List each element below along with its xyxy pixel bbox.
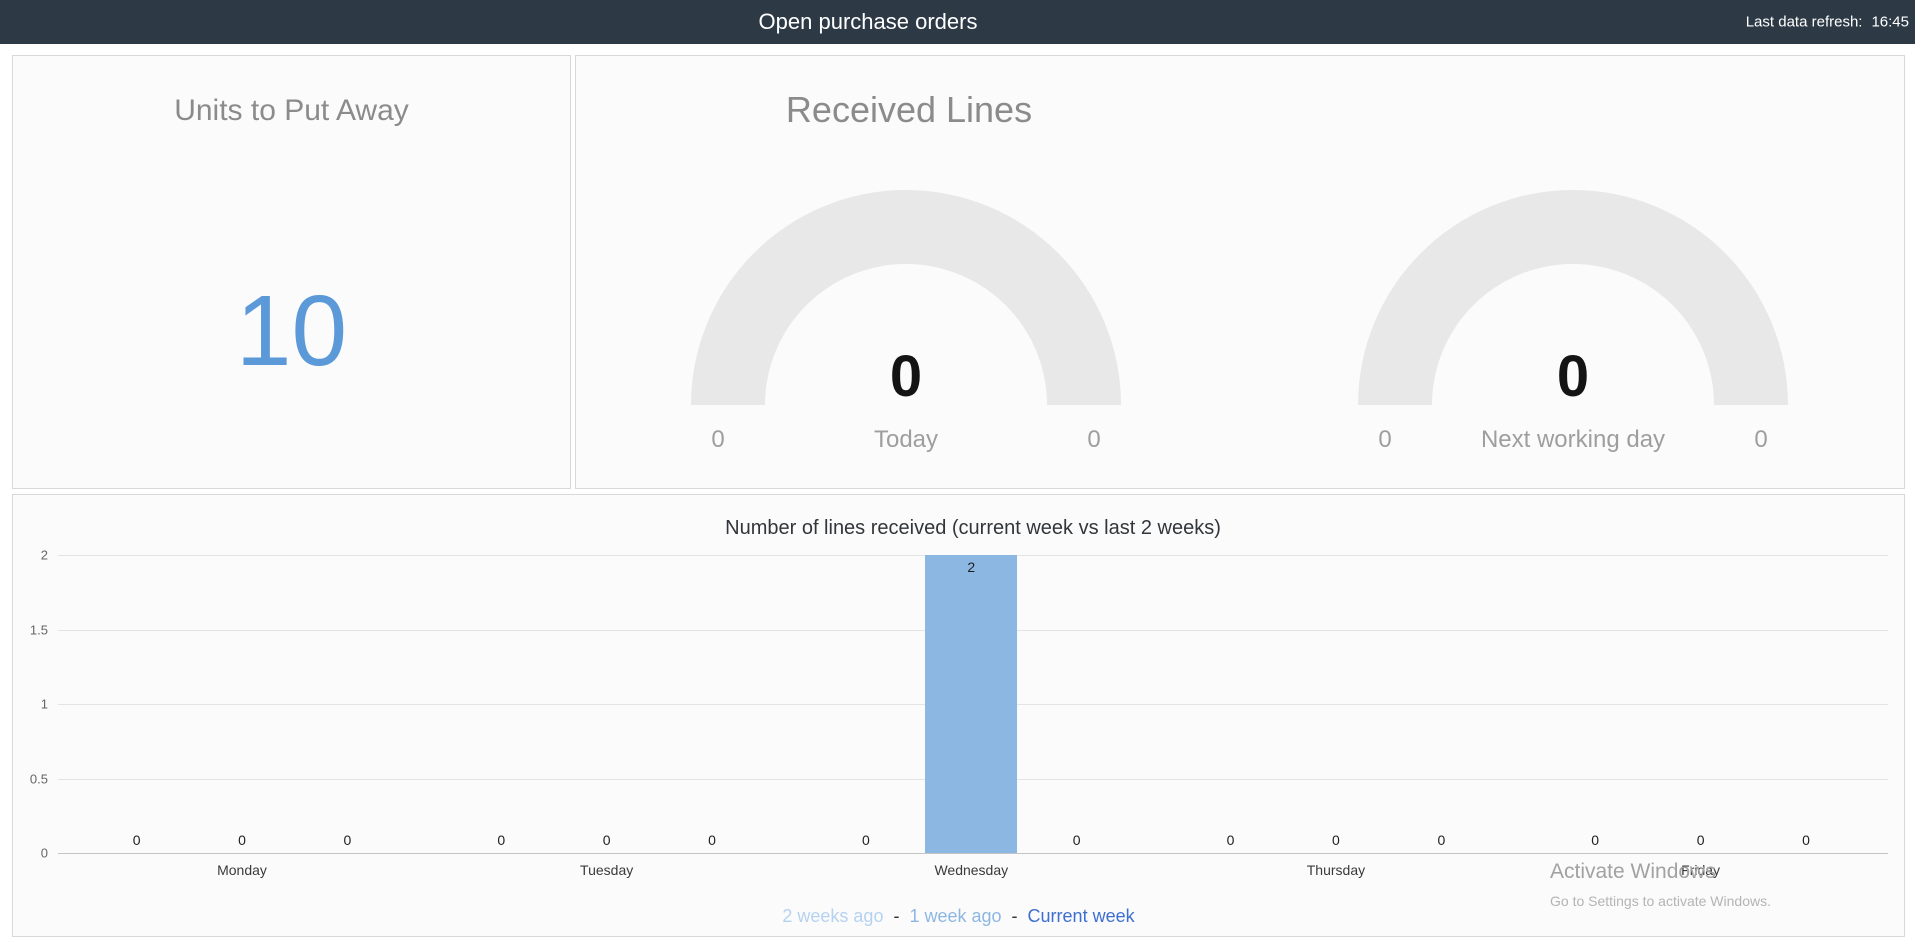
bar-value-label: 2 [967, 559, 976, 575]
gauge-next-working-day: 0 0 Next working day 0 [1358, 190, 1788, 460]
bar-value-label: 0 [1696, 832, 1705, 848]
y-tick-label: 0 [40, 845, 48, 861]
gauge-next-day-max-label: 0 [1754, 426, 1768, 453]
lines-received-chart-card: Number of lines received (current week v… [12, 494, 1905, 937]
gauge-today-value: 0 [889, 344, 923, 409]
received-lines-title: Received Lines [785, 89, 1033, 130]
gauge-today: 0 0 Today 0 [691, 190, 1121, 460]
legend-item[interactable]: 2 weeks ago [782, 906, 884, 926]
gauge-next-day-axis-label: Next working day [1480, 426, 1666, 453]
legend-item[interactable]: 1 week ago [909, 906, 1002, 926]
day-label: Tuesday [580, 862, 634, 878]
activate-windows-watermark-subtext: Go to Settings to activate Windows. [1550, 893, 1771, 909]
gauge-today-min-label: 0 [711, 426, 725, 453]
legend-separator: - [1011, 906, 1018, 926]
bar-value-label: 0 [238, 832, 246, 848]
activate-windows-watermark: Activate Windows [1550, 860, 1716, 883]
bar-value-label: 0 [602, 832, 611, 848]
units-to-put-away-value: 10 [235, 275, 348, 387]
day-label: Thursday [1306, 862, 1366, 878]
gauge-today-axis-label: Today [873, 426, 939, 453]
plot-area: 0 0.5 1 1.5 2 0 0 0 Monday 0 0 0 Tuesday 0 2 0 Wednesday… [30, 548, 1888, 878]
bar-value-label: 0 [1437, 832, 1446, 848]
legend-item[interactable]: Current week [1027, 906, 1135, 926]
gauge-next-day-value: 0 [1556, 344, 1590, 409]
day-label: Friday [1681, 862, 1721, 878]
y-tick-label: 2 [40, 547, 48, 563]
legend-separator: - [893, 906, 900, 926]
page-title: Open purchase orders [758, 9, 978, 34]
bar-value-label: 0 [861, 832, 870, 848]
bar-value-label: 0 [1591, 832, 1600, 848]
bar-value-label: 0 [497, 832, 506, 848]
units-to-put-away-card[interactable]: Units to Put Away 10 [12, 55, 571, 489]
y-tick-label: 1.5 [29, 622, 48, 637]
y-tick-label: 0.5 [29, 771, 48, 786]
last-refresh: Last data refresh: 16:45 [1746, 14, 1909, 31]
bar-value-label: 0 [343, 832, 352, 848]
app-header: Open purchase orders Last data refresh: … [0, 0, 1915, 44]
gauge-next-day-min-label: 0 [1378, 426, 1392, 453]
bar-value-label: 0 [1072, 832, 1081, 848]
bar[interactable] [925, 555, 1018, 853]
chart-title: Number of lines received (current week v… [725, 517, 1221, 539]
units-to-put-away-title: Units to Put Away [174, 94, 409, 127]
bar-value-label: 0 [1802, 832, 1810, 848]
gauge-today-max-label: 0 [1087, 426, 1101, 453]
last-refresh-label: Last data refresh: [1745, 13, 1863, 31]
bar-value-label: 0 [708, 832, 716, 848]
bar-value-label: 0 [1332, 832, 1340, 848]
bar-value-label: 0 [132, 832, 141, 848]
gridline [58, 853, 1888, 854]
chart-legend: 2 weeks ago -1 week ago - Current week [13, 906, 1904, 927]
day-label: Wednesday [934, 862, 1009, 878]
last-refresh-time: 16:45 [1871, 13, 1909, 31]
y-tick-label: 1 [40, 696, 48, 712]
day-label: Monday [217, 862, 267, 878]
received-lines-card[interactable]: Received Lines 0 0 Today 0 0 0 Next work… [575, 55, 1905, 489]
bar-value-label: 0 [1226, 832, 1235, 848]
